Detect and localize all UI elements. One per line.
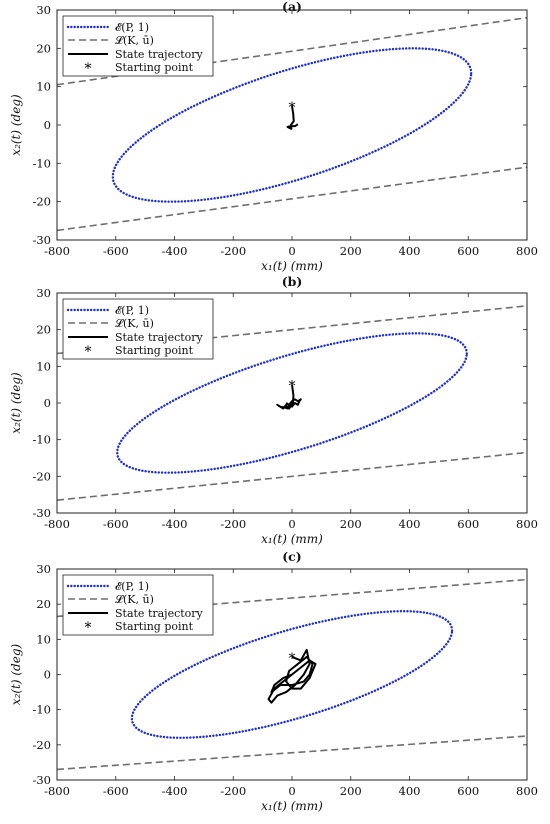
x-tick-label: -800 [44,244,70,258]
legend-label: 𝓛(K, ū) [115,34,154,47]
legend-label: Starting point [115,620,194,633]
starting-point-marker: * [289,100,296,116]
x-tick-label: -800 [44,784,70,798]
legend: * 𝓔(P, 1)𝓛(K, ū)State trajectoryStarting … [62,574,214,636]
legend-label: Starting point [115,61,194,74]
y-tick-label: 10 [36,359,51,373]
panel-title: (b) [282,274,303,289]
legend-label: State trajectory [115,48,204,61]
x-tick-label: -600 [103,784,129,798]
x-tick-label: -600 [103,517,129,531]
y-tick-label: -10 [32,156,51,170]
axes-box [56,568,528,781]
lower-constraint-line [57,735,527,771]
x-tick-label: -400 [162,244,188,258]
y-tick-label: 20 [36,41,51,55]
legend-label: State trajectory [115,331,204,344]
legend: * 𝓔(P, 1)𝓛(K, ū)State trajectoryStarting … [62,298,214,360]
x-tick-label: 400 [399,244,421,258]
x-tick-label: -400 [162,517,188,531]
x-axis-label: x₁(t) (mm) [261,259,323,273]
legend-label: 𝓔(P, 1) [115,21,149,34]
x-tick-label: 600 [457,517,479,531]
x-axis-label: x₁(t) (mm) [261,799,323,813]
legend: * 𝓔(P, 1)𝓛(K, ū)State trajectoryStarting … [62,15,214,77]
chart-panel-a: (a)-800 -600 -400 -200 0 200 400 600 800-30-20-1… [9,0,538,273]
x-tick-label: 400 [399,784,421,798]
x-tick-label: 200 [340,517,362,531]
y-tick-label: 30 [36,562,51,576]
legend-label: 𝓛(K, ū) [115,317,154,330]
y-tick-label: -30 [32,506,51,520]
x-axis-label: x₁(t) (mm) [261,532,323,546]
x-tick-label: 800 [516,517,538,531]
y-tick-label: -10 [32,433,51,447]
y-tick-label: -30 [32,773,51,787]
y-tick-label: -30 [32,233,51,247]
legend-label: 𝓛(K, ū) [115,593,154,606]
x-tick-label: 200 [340,244,362,258]
lower-constraint-line [57,451,527,501]
x-tick-label: -200 [220,517,246,531]
axes-box [56,9,528,241]
y-tick-label: -20 [32,738,51,752]
state-trajectory [267,648,317,704]
x-tick-label: -800 [44,517,70,531]
invariant-ellipse [130,609,454,740]
chart-panel-b: (b)-800 -600 -400 -200 0 200 400 600 800-30-20-1… [9,274,538,546]
y-tick-label: -10 [32,703,51,717]
legend-label: 𝓔(P, 1) [115,304,149,317]
y-axis-label: x₂(t) (deg) [9,94,23,156]
state-trajectory [276,384,302,410]
x-tick-label: 600 [457,784,479,798]
y-tick-label: -20 [32,195,51,209]
lower-constraint-line [57,166,527,232]
chart-panel-c: (c)-800 -600 -400 -200 0 200 400 600 800-30-20-1… [9,549,538,813]
y-tick-label: 0 [44,668,51,682]
y-tick-label: 0 [44,118,51,132]
x-tick-label: 0 [288,517,295,531]
legend-label: State trajectory [115,607,204,620]
x-tick-label: -200 [220,244,246,258]
y-tick-label: 0 [44,396,51,410]
y-tick-label: 10 [36,80,51,94]
legend-start-swatch: * [85,344,92,360]
starting-point-marker: * [289,379,296,395]
y-tick-label: 10 [36,632,51,646]
y-tick-label: 20 [36,323,51,337]
x-tick-label: -400 [162,784,188,798]
y-tick-label: 20 [36,597,51,611]
starting-point-marker: * [289,651,296,667]
x-tick-label: 800 [516,784,538,798]
x-tick-label: 200 [340,784,362,798]
x-tick-label: -200 [220,784,246,798]
state-trajectory [286,105,299,130]
y-axis-label: x₂(t) (deg) [9,643,23,705]
x-tick-label: 0 [288,244,295,258]
y-tick-label: 30 [36,3,51,17]
x-tick-label: 0 [288,784,295,798]
panel-title: (c) [282,549,301,564]
y-axis-label: x₂(t) (deg) [9,372,23,434]
y-tick-label: 30 [36,286,51,300]
axes-box [56,292,528,514]
legend-label: 𝓔(P, 1) [115,580,149,593]
x-tick-label: -600 [103,244,129,258]
y-tick-label: -20 [32,469,51,483]
invariant-ellipse [111,47,473,203]
invariant-ellipse [116,332,468,474]
x-tick-label: 400 [399,517,421,531]
legend-start-swatch: * [85,620,92,636]
legend-start-swatch: * [85,61,92,77]
x-tick-label: 800 [516,244,538,258]
x-tick-label: 600 [457,244,479,258]
legend-label: Starting point [115,344,194,357]
